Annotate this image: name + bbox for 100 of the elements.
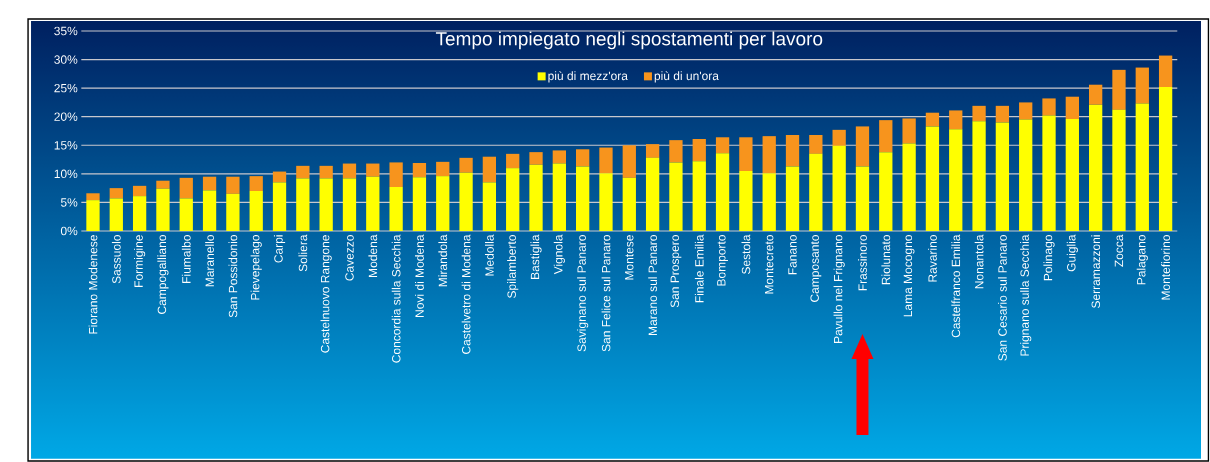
bar — [1042, 98, 1056, 116]
bar — [412, 162, 427, 178]
bar — [366, 176, 380, 231]
bar — [739, 170, 753, 231]
x-tick-label: Montefiorino — [1161, 235, 1171, 300]
x-tick-label: Savignano sul Panaro — [577, 235, 589, 352]
x-tick-label: Castelnuovo Rangone — [320, 235, 332, 353]
x-tick-label: Montese — [625, 235, 634, 280]
bar — [1089, 104, 1103, 231]
bar — [1019, 119, 1033, 231]
bar — [109, 188, 123, 199]
bar — [226, 193, 240, 231]
bar — [599, 147, 613, 174]
bar — [552, 150, 566, 164]
bar — [879, 152, 893, 231]
bar — [925, 126, 940, 231]
x-tick-label: Campogalliano — [157, 235, 169, 314]
bar — [436, 176, 450, 231]
x-tick-label: Fiumalbo — [181, 235, 191, 283]
x-tick-label: Nonantola — [974, 234, 984, 289]
bar — [1158, 55, 1173, 87]
bar — [296, 165, 310, 179]
x-tick-label: Cavezzo — [345, 235, 354, 281]
x-tick-label: Sassuolo — [111, 235, 121, 284]
bar — [902, 118, 916, 144]
bar — [412, 177, 427, 231]
bar — [669, 140, 683, 163]
bar — [366, 163, 380, 177]
bar — [949, 129, 963, 231]
y-tick-label: 15% — [54, 141, 78, 150]
bar — [645, 144, 660, 158]
bar — [179, 177, 193, 199]
x-tick-label: Polinago — [1043, 235, 1055, 281]
bar — [272, 171, 287, 183]
bar — [1019, 102, 1033, 120]
x-tick-label: Novi di Modena — [415, 234, 424, 317]
bar — [1065, 96, 1079, 119]
x-tick-label: Pievepelago — [250, 235, 262, 300]
bar — [855, 166, 870, 231]
x-tick-label: Pavullo nel Frignano — [833, 235, 845, 343]
y-tick-label: 30% — [54, 55, 78, 64]
bar — [342, 163, 357, 179]
x-tick-label: Palagano — [1136, 235, 1148, 285]
x-tick-label: Castelfranco Emilia — [951, 234, 961, 338]
bar — [855, 126, 870, 167]
bar — [972, 121, 986, 231]
bar — [972, 105, 986, 122]
bar — [762, 136, 776, 174]
bar — [1135, 103, 1149, 231]
x-tick-label: Prignano sulla Secchia — [1020, 234, 1032, 356]
bar — [669, 162, 683, 231]
bar — [785, 166, 800, 231]
bar — [529, 152, 543, 165]
bar — [319, 178, 333, 231]
bar — [459, 157, 473, 173]
bar — [739, 137, 753, 171]
x-tick-label: Mirandola — [438, 234, 448, 287]
bar — [1065, 118, 1079, 231]
bar — [1112, 109, 1126, 231]
bar — [949, 110, 963, 130]
bar — [179, 198, 193, 231]
x-tick-label: San Felice sul Panaro — [601, 235, 611, 352]
y-tick-label: 5% — [60, 198, 78, 207]
x-tick-label: Riolunato — [881, 235, 891, 285]
x-tick-label: Medolla — [484, 234, 494, 276]
bar — [1042, 115, 1056, 231]
bar — [645, 157, 660, 231]
bar — [389, 186, 403, 231]
x-tick-label: Formigine — [134, 235, 146, 287]
bar — [599, 173, 613, 231]
bar — [832, 129, 846, 146]
bar — [249, 176, 263, 191]
bar — [342, 178, 357, 231]
bar — [1089, 84, 1103, 105]
x-tick-label: San Prospero — [670, 235, 682, 308]
bar — [1135, 67, 1149, 104]
x-tick-label: Serramazzoni — [1091, 235, 1101, 308]
y-tick-label: 20% — [54, 112, 78, 121]
bar — [272, 182, 287, 231]
bar — [995, 122, 1010, 231]
x-tick-label: Camposanto — [810, 235, 822, 302]
legend-label: più di un'ora — [654, 71, 719, 83]
bar — [86, 193, 100, 201]
x-tick-label: Ravarino — [928, 235, 937, 282]
bar — [389, 162, 403, 187]
bar — [482, 156, 497, 183]
bar — [226, 176, 240, 194]
x-tick-label: Fiorano Modenese — [88, 235, 98, 334]
x-tick-label: Zocca — [1114, 234, 1124, 267]
bar — [925, 112, 940, 127]
bar — [809, 134, 823, 154]
x-tick-label: Fanano — [788, 235, 797, 275]
bar — [995, 105, 1010, 123]
bar — [1112, 69, 1126, 110]
bar — [902, 143, 916, 231]
x-tick-label: Castelvetro di Modena — [461, 234, 471, 354]
x-tick-label: San Possidonio — [228, 235, 238, 318]
x-tick-label: Montecreto — [765, 235, 774, 294]
x-tick-label: Modena — [368, 234, 378, 277]
bar — [132, 196, 147, 231]
